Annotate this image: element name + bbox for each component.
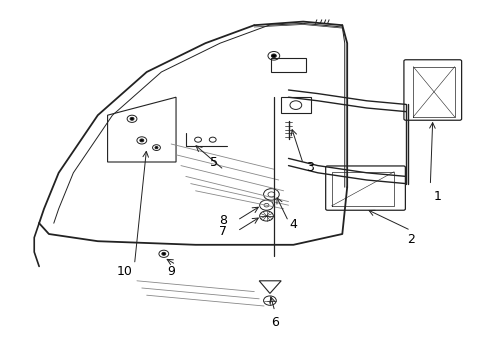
Text: 5: 5: [210, 156, 218, 169]
Circle shape: [130, 117, 134, 120]
Text: 3: 3: [306, 161, 314, 174]
Circle shape: [162, 252, 165, 255]
Text: 1: 1: [433, 190, 441, 203]
Text: 7: 7: [219, 225, 227, 238]
Circle shape: [271, 54, 276, 58]
Circle shape: [140, 139, 143, 142]
Text: 4: 4: [289, 219, 297, 231]
Text: 6: 6: [270, 316, 278, 329]
Text: 10: 10: [117, 265, 132, 278]
Circle shape: [155, 147, 158, 149]
Text: 9: 9: [167, 265, 175, 278]
Text: 8: 8: [219, 214, 227, 227]
Text: 2: 2: [406, 233, 414, 246]
